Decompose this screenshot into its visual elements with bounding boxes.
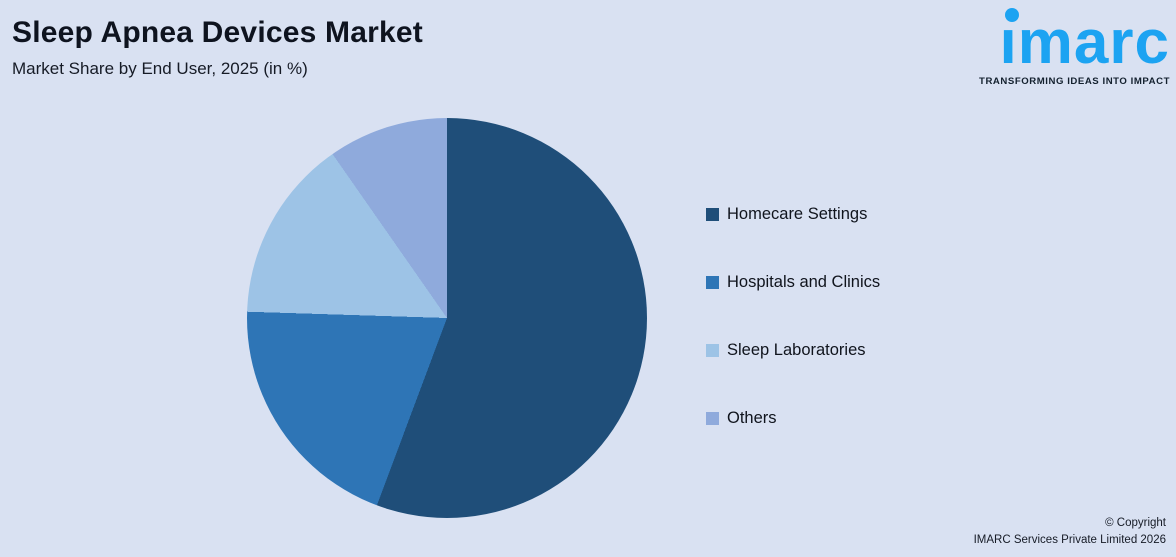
legend-item-hospitals-and-clinics: Hospitals and Clinics [706,268,880,296]
legend-swatch-icon [706,343,719,357]
page-title: Sleep Apnea Devices Market [12,16,423,49]
legend-swatch-icon [706,411,719,425]
legend-item-sleep-laboratories: Sleep Laboratories [706,336,880,364]
imarc-logo-dot-icon [1004,8,1019,22]
imarc-logo: ımarc TRANSFORMING IDEAS INTO IMPACT [938,6,1170,87]
copyright-line2: IMARC Services Private Limited 2026 [973,533,1166,546]
chart-legend: Homecare Settings Hospitals and Clinics … [706,200,880,432]
chart-header: Sleep Apnea Devices Market Market Share … [12,16,423,79]
legend-label: Sleep Laboratories [727,340,866,359]
legend-label: Hospitals and Clinics [727,272,881,291]
imarc-logo-text: ımarc [999,8,1170,77]
legend-label: Others [727,408,777,427]
imarc-logo-tagline: TRANSFORMING IDEAS INTO IMPACT [979,76,1170,87]
legend-swatch-icon [706,275,719,289]
copyright-notice: © Copyright IMARC Services Private Limit… [974,515,1166,550]
legend-label: Homecare Settings [727,204,868,223]
legend-item-homecare-settings: Homecare Settings [706,200,880,228]
legend-swatch-icon [706,207,719,221]
legend-item-others: Others [706,404,880,432]
copyright-line1: © Copyright [1105,516,1166,529]
pie-chart [247,118,647,518]
imarc-logo-wordmark: ımarc [1000,6,1170,74]
page-subtitle: Market Share by End User, 2025 (in %) [12,58,308,78]
